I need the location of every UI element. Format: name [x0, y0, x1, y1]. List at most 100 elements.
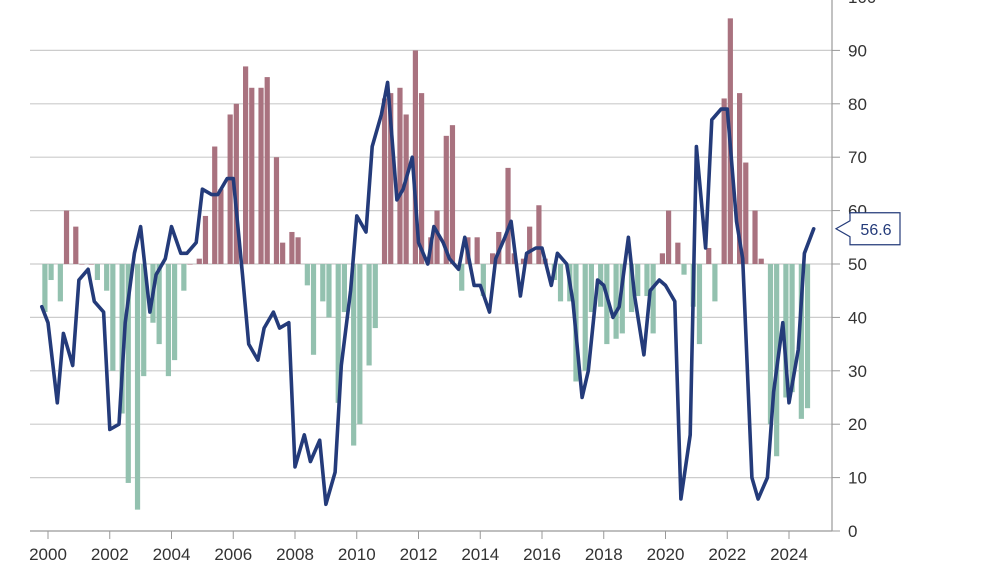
bar [752, 210, 758, 264]
y-tick-label: 0 [848, 522, 857, 541]
last-value-label: 56.6 [860, 222, 891, 239]
bar [156, 264, 162, 345]
x-tick-label: 2018 [585, 545, 623, 563]
bar [650, 264, 656, 334]
callout-box [834, 212, 901, 246]
line-series [39, 80, 816, 507]
bar [712, 264, 718, 302]
bar [659, 253, 666, 264]
series-line [39, 80, 816, 507]
bar [196, 258, 202, 264]
y-tick-label: 40 [848, 308, 867, 327]
y-tick-label: 80 [848, 95, 867, 114]
bar [88, 264, 94, 265]
bar [280, 242, 286, 264]
x-tick-label: 2010 [338, 545, 376, 563]
bar [233, 103, 239, 264]
bar [388, 93, 394, 265]
x-tick-label: 2006 [214, 545, 252, 563]
bar [335, 264, 341, 403]
bar [480, 264, 486, 297]
last-value-callout: 56.6 [834, 212, 901, 246]
x-tick-label: 2014 [461, 545, 499, 563]
bar [119, 264, 125, 414]
y-tick-label: 70 [848, 148, 867, 167]
bar [613, 264, 619, 339]
bar [366, 264, 372, 366]
bar [557, 264, 564, 302]
bar [73, 226, 79, 264]
bar [434, 210, 440, 264]
bar [798, 264, 804, 419]
bar [372, 264, 378, 329]
bar [264, 77, 270, 264]
bar [588, 264, 594, 313]
bar [110, 264, 116, 371]
x-tick-label: 2004 [153, 545, 191, 563]
bar [804, 264, 811, 409]
bar [289, 231, 295, 264]
bar [520, 258, 527, 264]
axes: 0102030405060708090100200020022004200620… [29, 0, 876, 563]
x-tick-label: 2012 [400, 545, 438, 563]
bar [403, 114, 409, 264]
bar [351, 264, 357, 446]
bar [48, 264, 54, 281]
bar [665, 210, 672, 264]
y-tick-label: 20 [848, 415, 867, 434]
bar [181, 264, 187, 291]
bar [295, 237, 301, 264]
y-tick-label: 10 [848, 469, 867, 488]
bar [310, 264, 317, 355]
x-tick-label: 2024 [770, 545, 808, 563]
bar [628, 264, 635, 313]
bar [527, 226, 533, 264]
bar [141, 264, 147, 377]
bar [474, 237, 480, 264]
bar [243, 66, 249, 264]
x-tick-label: 2022 [708, 545, 746, 563]
bar [635, 264, 641, 297]
bar [94, 264, 100, 281]
bar [644, 264, 650, 297]
bar [171, 264, 178, 361]
bar [227, 114, 233, 264]
x-tick-label: 2020 [647, 545, 685, 563]
bar [758, 258, 764, 264]
bar [505, 167, 511, 264]
bar [57, 264, 63, 302]
bar [212, 146, 218, 264]
y-tick-label: 90 [848, 41, 867, 60]
bar [418, 93, 425, 265]
y-tick-label: 50 [848, 255, 867, 274]
bar [449, 125, 456, 264]
bar [743, 162, 749, 264]
bar [63, 210, 70, 264]
bar [165, 264, 172, 377]
bar [536, 205, 542, 264]
x-tick-label: 2016 [523, 545, 561, 563]
bar [619, 264, 625, 334]
bar [218, 189, 224, 264]
x-tick-label: 2002 [91, 545, 129, 563]
bar [125, 264, 131, 483]
bar [202, 215, 209, 264]
x-tick-label: 2000 [29, 545, 67, 563]
bar [681, 264, 687, 275]
bar [706, 247, 712, 264]
bar [490, 253, 496, 264]
bar [582, 264, 588, 371]
bar [104, 264, 110, 291]
bar [675, 242, 681, 264]
bar [79, 264, 85, 265]
bar [397, 87, 403, 264]
y-tick-label: 100 [848, 0, 876, 7]
bar [187, 264, 193, 265]
bar [304, 264, 310, 286]
bar [326, 264, 332, 318]
y-tick-label: 30 [848, 362, 867, 381]
bar [443, 135, 449, 264]
bar [357, 264, 363, 425]
bar [134, 264, 141, 510]
